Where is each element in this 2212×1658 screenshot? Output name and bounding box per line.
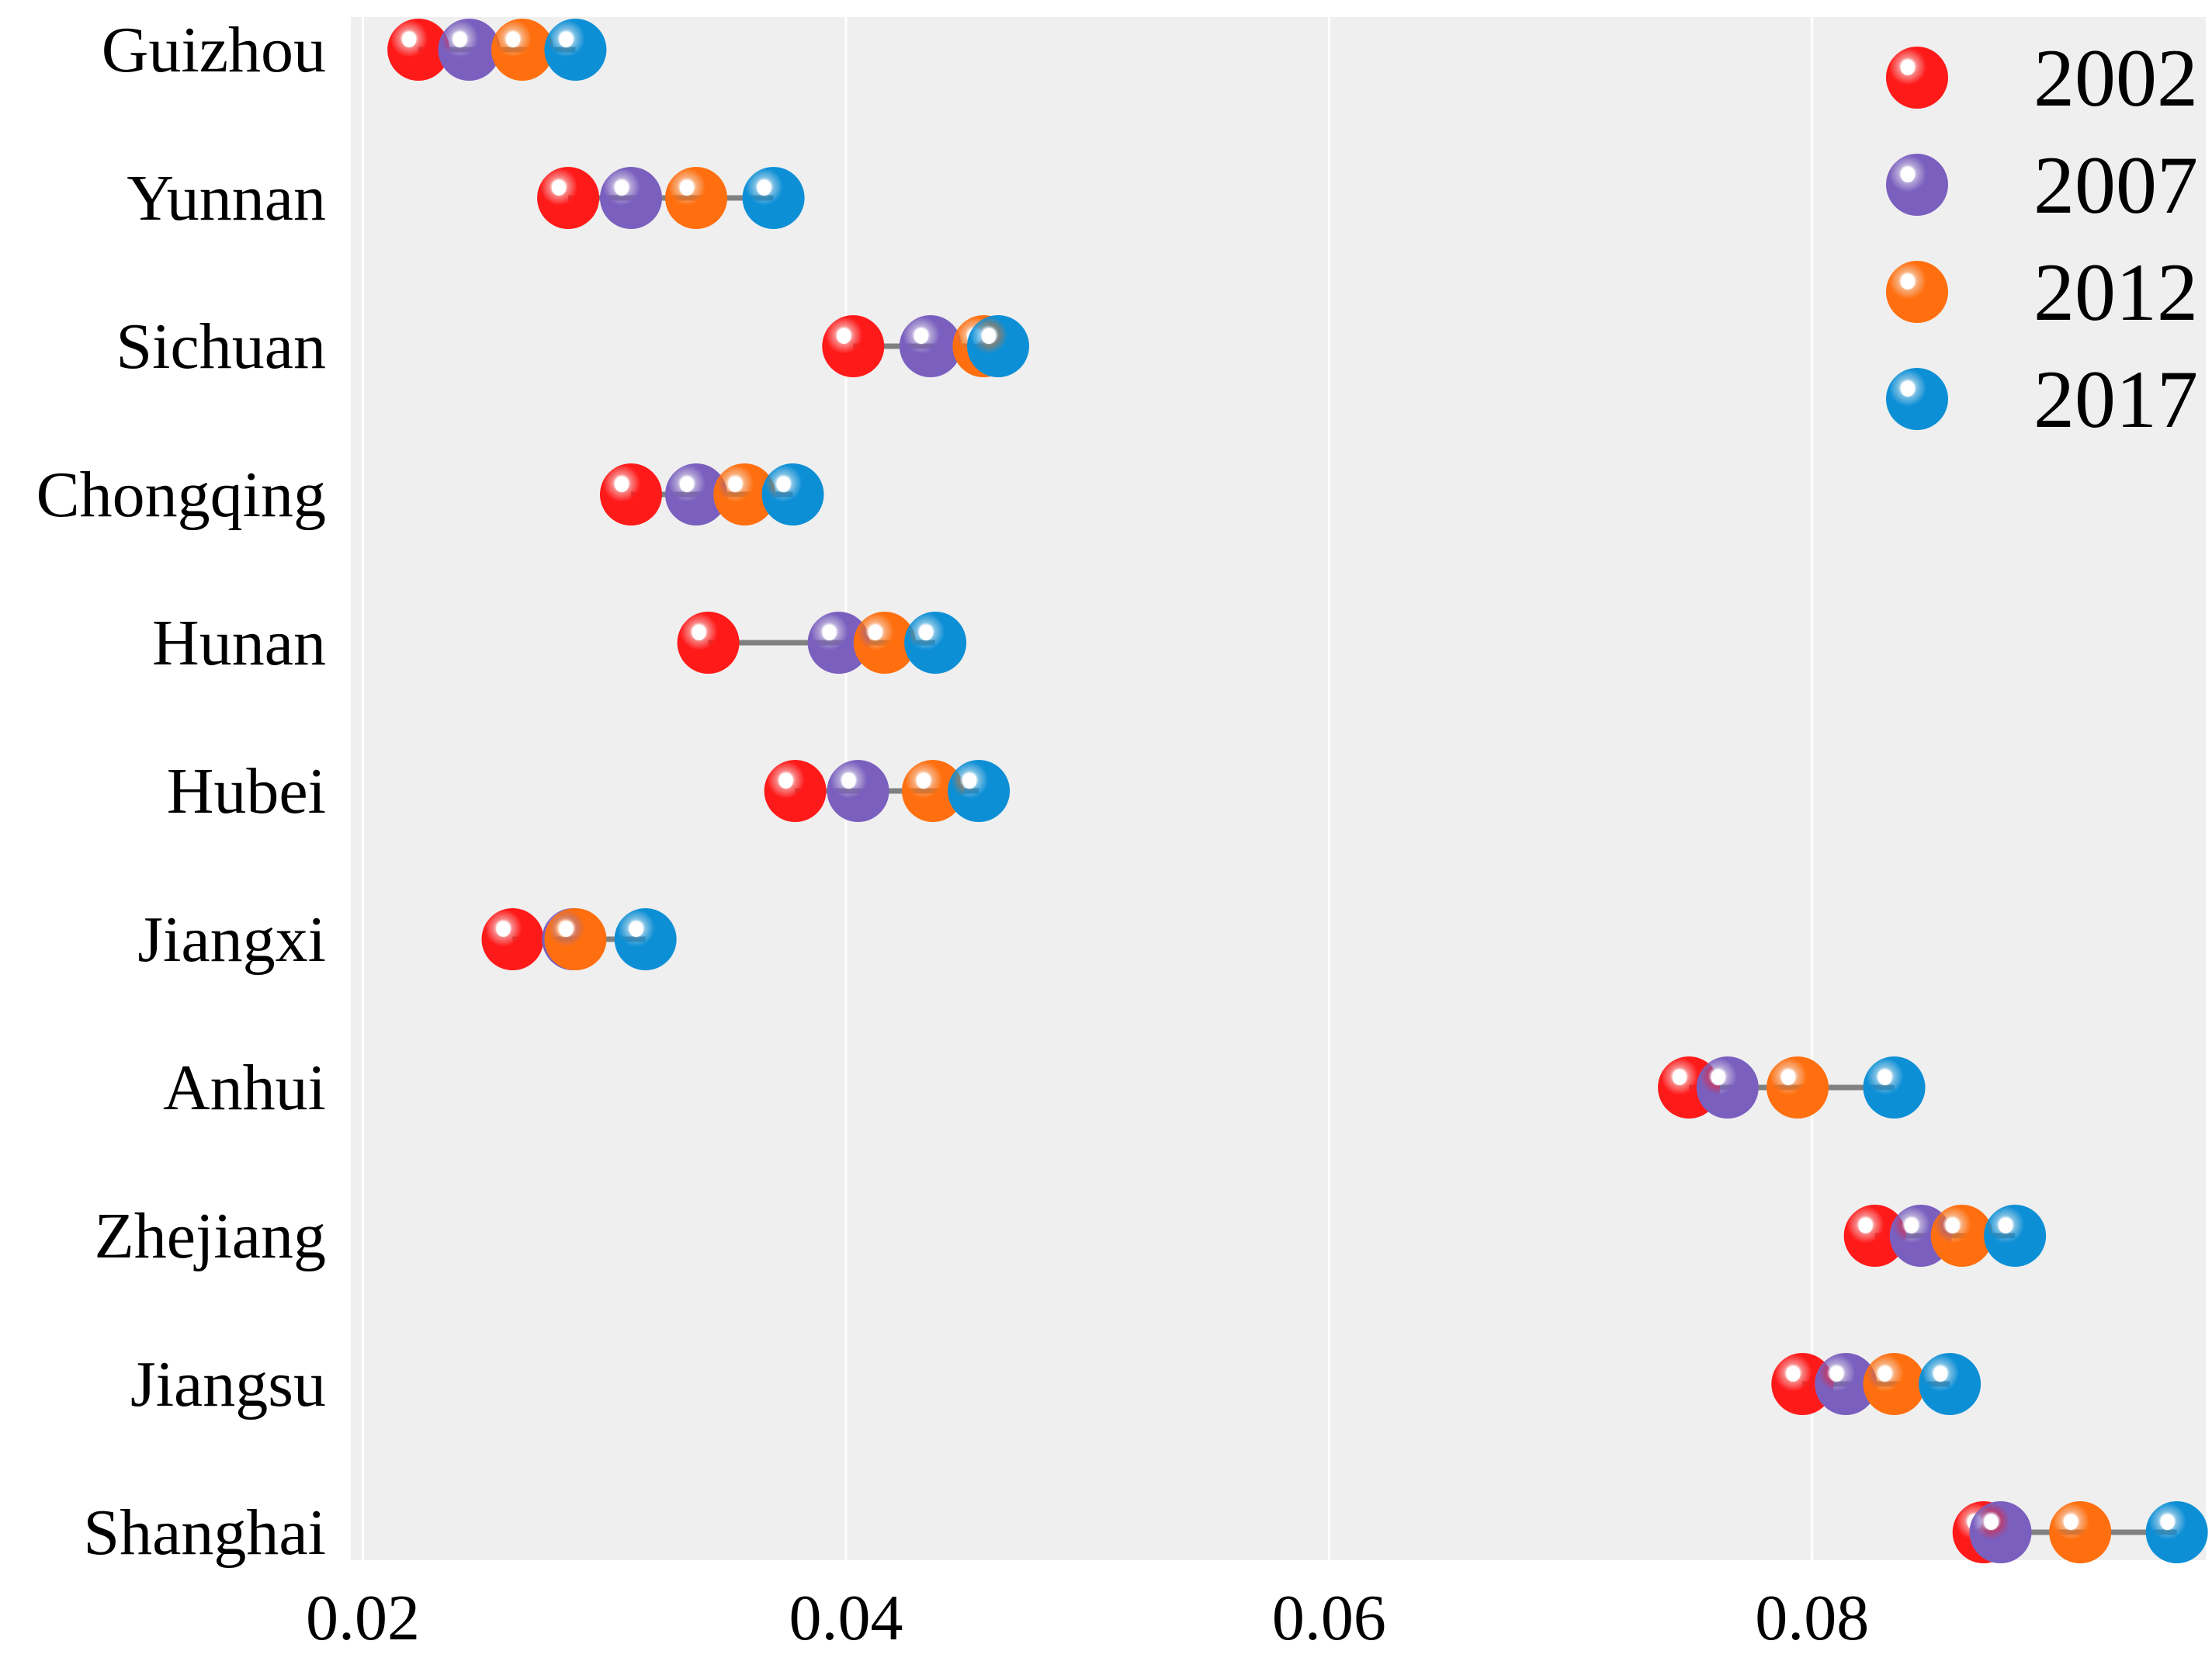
point-zhejiang-2002 xyxy=(1843,1205,1906,1267)
legend-item-2007: 2007 xyxy=(1886,140,2198,231)
x-tick-label-0.02: 0.02 xyxy=(306,1582,420,1654)
point-chongqing-2012 xyxy=(713,463,776,525)
category-label-guizhou: Guizhou xyxy=(102,14,326,86)
point-hunan-2017 xyxy=(904,612,967,674)
legend-marker-2017 xyxy=(1886,368,1948,430)
point-sichuan-2017 xyxy=(967,315,1030,377)
category-label-yunnan: Yunnan xyxy=(127,162,326,234)
point-jiangsu-2007 xyxy=(1815,1353,1877,1415)
point-anhui-2012 xyxy=(1766,1056,1829,1119)
point-chongqing-2002 xyxy=(599,463,662,525)
point-shanghai-2017 xyxy=(2145,1501,2208,1563)
point-jiangxi-2017 xyxy=(614,908,677,970)
point-jiangsu-2017 xyxy=(1919,1353,1981,1415)
point-hunan-2002 xyxy=(677,612,740,674)
point-zhejiang-2012 xyxy=(1930,1205,1993,1267)
point-guizhou-2012 xyxy=(491,19,553,81)
point-sichuan-2007 xyxy=(899,315,962,377)
legend-label-2002: 2002 xyxy=(2033,33,2198,123)
category-label-chongqing: Chongqing xyxy=(36,459,326,531)
point-jiangsu-2002 xyxy=(1771,1353,1834,1415)
point-anhui-2017 xyxy=(1863,1056,1926,1119)
plot-panel xyxy=(351,17,2206,1560)
point-shanghai-2007 xyxy=(1969,1501,2032,1563)
legend: 2002 2007 2012 2017 xyxy=(1886,33,2198,445)
category-label-sichuan: Sichuan xyxy=(116,310,326,383)
category-label-zhejiang: Zhejiang xyxy=(94,1200,326,1272)
legend-label-2007: 2007 xyxy=(2033,140,2198,231)
x-tick-label-0.06: 0.06 xyxy=(1272,1582,1386,1654)
point-hubei-2002 xyxy=(764,760,827,822)
point-yunnan-2017 xyxy=(742,167,805,229)
legend-item-2002: 2002 xyxy=(1886,33,2198,123)
x-axis-tick-labels: 0.02 0.04 0.06 0.08 xyxy=(306,1582,1869,1654)
point-hubei-2012 xyxy=(901,760,964,822)
point-chongqing-2017 xyxy=(761,463,824,525)
point-chongqing-2007 xyxy=(665,463,728,525)
point-hubei-2007 xyxy=(827,760,889,822)
point-yunnan-2007 xyxy=(599,167,662,229)
point-jiangxi-2012 xyxy=(544,908,607,970)
point-yunnan-2012 xyxy=(665,167,728,229)
point-shanghai-2012 xyxy=(2049,1501,2112,1563)
data-points xyxy=(387,19,2208,1563)
point-hunan-2007 xyxy=(807,612,870,674)
point-jiangxi-2002 xyxy=(481,908,544,970)
grid-lines xyxy=(362,17,1814,1560)
point-guizhou-2017 xyxy=(544,19,607,81)
point-jiangsu-2012 xyxy=(1863,1353,1926,1415)
point-yunnan-2002 xyxy=(537,167,600,229)
point-anhui-2007 xyxy=(1696,1056,1759,1119)
legend-item-2017: 2017 xyxy=(1886,354,2198,445)
category-labels: Guizhou Yunnan Sichuan Chongqing Hunan Hubei J… xyxy=(36,14,326,1569)
legend-marker-2007 xyxy=(1886,154,1948,216)
category-label-anhui: Anhui xyxy=(163,1052,326,1124)
legend-item-2012: 2012 xyxy=(1886,247,2198,338)
legend-label-2017: 2017 xyxy=(2033,354,2198,445)
point-hubei-2017 xyxy=(948,760,1011,822)
point-zhejiang-2017 xyxy=(1984,1205,2047,1267)
point-guizhou-2002 xyxy=(387,19,450,81)
category-label-hubei: Hubei xyxy=(167,755,326,827)
category-label-shanghai: Shanghai xyxy=(83,1497,326,1569)
point-guizhou-2007 xyxy=(438,19,501,81)
x-tick-label-0.08: 0.08 xyxy=(1755,1582,1869,1654)
x-tick-label-0.04: 0.04 xyxy=(789,1582,903,1654)
point-hunan-2012 xyxy=(853,612,916,674)
legend-marker-2002 xyxy=(1886,47,1948,109)
category-label-hunan: Hunan xyxy=(152,607,326,679)
category-label-jiangxi: Jiangxi xyxy=(137,904,326,976)
category-label-jiangsu: Jiangsu xyxy=(130,1348,326,1420)
legend-marker-2012 xyxy=(1886,261,1948,323)
legend-label-2012: 2012 xyxy=(2033,247,2198,338)
point-sichuan-2002 xyxy=(822,315,885,377)
